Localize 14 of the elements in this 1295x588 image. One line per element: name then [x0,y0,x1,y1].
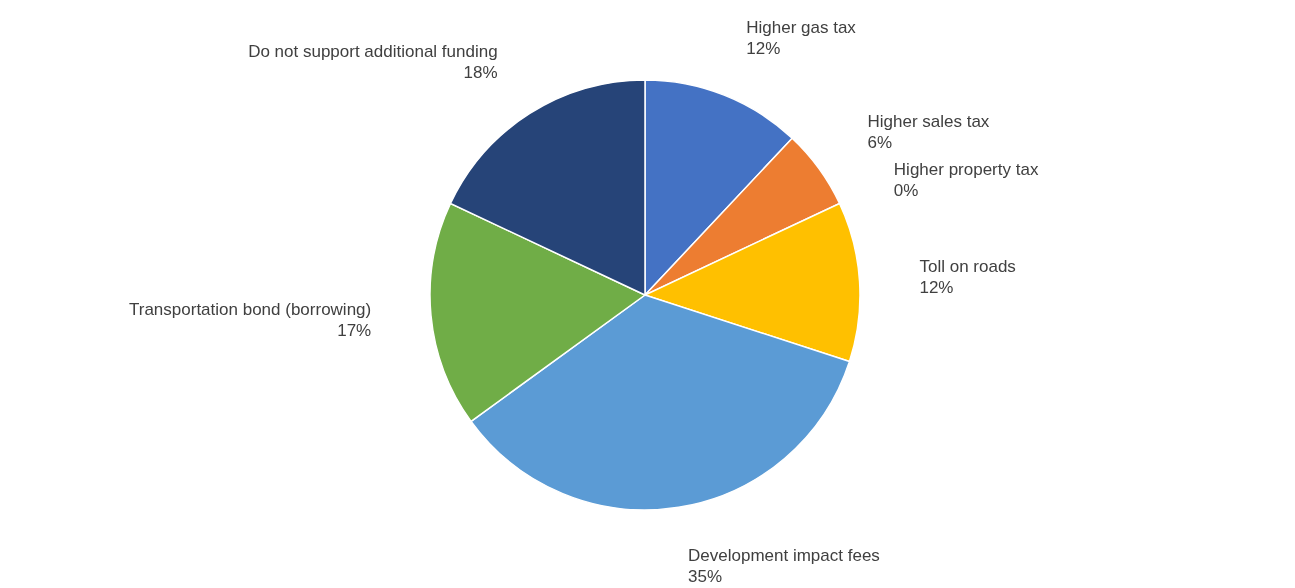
slice-label: Higher sales tax [867,112,990,132]
data-label: 18% [463,62,498,82]
slice-label: Toll on roads [919,256,1016,276]
data-label: 35% [688,566,723,586]
data-label: 12% [919,277,954,297]
category-label: Higher property tax [893,160,1039,180]
slice-label: Transportation bond (borrowing) [129,299,372,319]
slice-label: Higher gas tax [746,18,857,38]
data-label: 17% [337,320,372,340]
data-label: 12% [746,39,781,59]
data-label: 6% [867,133,893,153]
text: 0% [893,181,919,201]
slice-label: Development impact fees [688,545,880,565]
slice-label: Do not support additional funding [248,41,498,61]
